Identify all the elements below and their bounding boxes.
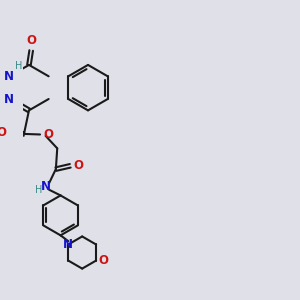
Text: N: N: [63, 238, 73, 251]
Text: N: N: [41, 180, 51, 193]
Text: O: O: [26, 34, 36, 47]
Text: H: H: [35, 184, 43, 195]
Text: N: N: [4, 70, 14, 83]
Text: O: O: [98, 254, 108, 267]
Text: O: O: [74, 159, 84, 172]
Text: O: O: [44, 128, 53, 141]
Text: H: H: [15, 61, 23, 71]
Text: N: N: [4, 92, 14, 106]
Text: O: O: [0, 126, 7, 139]
